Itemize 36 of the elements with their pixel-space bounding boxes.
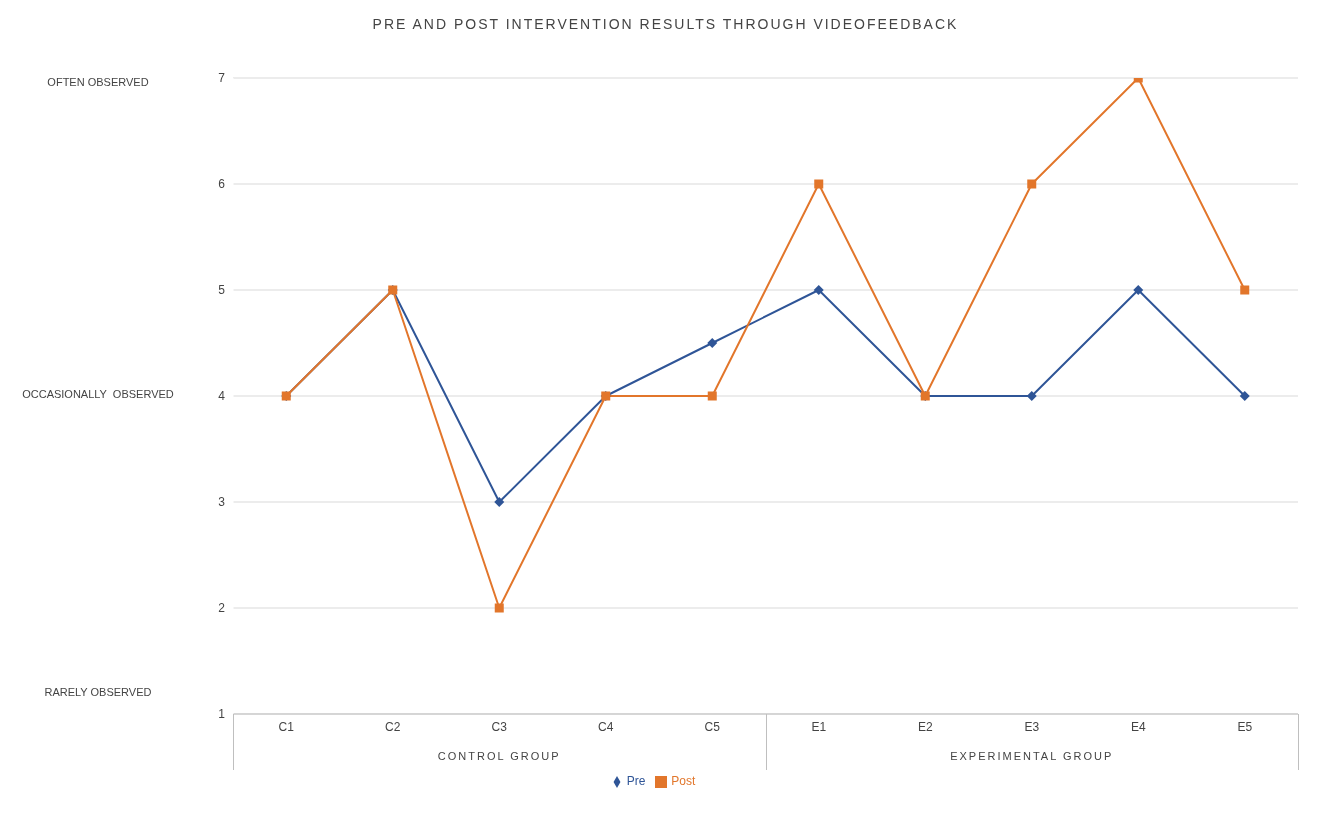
x-tick-label: C1 [278, 719, 295, 734]
y-tick-label: 6 [218, 177, 226, 192]
x-tick-label: C4 [598, 719, 614, 734]
x-tick-label: C5 [704, 719, 721, 734]
text: OFTEN OBSERVED [46, 76, 150, 88]
point [813, 285, 824, 295]
x-tick-label: E2 [917, 719, 933, 734]
x-tick-label: E4 [1130, 719, 1146, 734]
point [1239, 391, 1250, 401]
point [1027, 179, 1037, 189]
y-tick-label: 5 [218, 283, 226, 298]
y-tick-label: 2 [218, 601, 226, 616]
point [1133, 285, 1144, 295]
text: RARELY OBSERVED [43, 686, 153, 698]
point [494, 603, 504, 613]
point [1240, 285, 1250, 295]
legend-label: Pre [626, 774, 646, 788]
point [814, 179, 824, 189]
chart-title: PRE AND POST INTERVENTION RESULTS THROUGH VIDEOFEEDBACK [371, 16, 960, 32]
y-tick-label: 7 [218, 71, 226, 86]
point [494, 497, 505, 507]
point [1026, 391, 1037, 401]
point [707, 338, 718, 348]
x-tick-label: E1 [811, 719, 827, 734]
x-tick-label: C3 [491, 719, 508, 734]
x-tick-label: E3 [1024, 719, 1040, 734]
text: EXPERIMENTAL GROUP [949, 750, 1115, 762]
y-tick-label: 4 [218, 389, 226, 404]
legend-label: Post [671, 774, 696, 788]
y-tick-label: 3 [218, 495, 226, 510]
point [707, 391, 717, 401]
text: OCCASIONALLY OBSERVED [21, 388, 175, 400]
y-tick-label: 1 [218, 707, 226, 722]
text: CONTROL GROUP [436, 750, 562, 762]
x-tick-label: C2 [385, 719, 401, 734]
x-tick-label: E5 [1237, 719, 1253, 734]
